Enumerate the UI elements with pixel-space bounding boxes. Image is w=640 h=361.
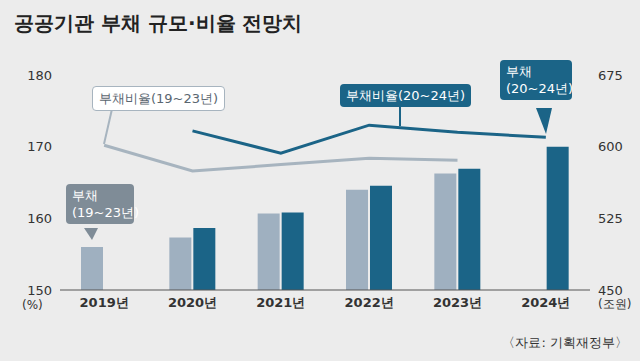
svg-text:170: 170 [27, 139, 52, 154]
svg-text:2020년: 2020년 [168, 295, 217, 310]
html-text:(19~23년): (19~23년) [72, 205, 140, 220]
svg-text:2023년: 2023년 [433, 295, 482, 310]
svg-text:525: 525 [598, 211, 623, 226]
svg-text:2019년: 2019년 [80, 295, 129, 310]
svg-text:2024년: 2024년 [521, 295, 570, 310]
svg-text:150: 150 [27, 283, 52, 298]
html-text:부채비율(20~24년): 부채비율(20~24년) [346, 88, 466, 103]
html-text:(조원): (조원) [598, 297, 632, 311]
html-text:부채: 부채 [506, 64, 532, 79]
html-text:공공기관 부채 규모·비율 전망치: 공공기관 부채 규모·비율 전망치 [14, 11, 303, 35]
svg-text:450: 450 [598, 283, 623, 298]
svg-text:675: 675 [598, 68, 623, 83]
html-text:부채비율(19~23년): 부채비율(19~23년) [99, 91, 219, 106]
html-text:부채: 부채 [72, 188, 98, 203]
svg-text:2021년: 2021년 [256, 295, 305, 310]
svg-text:600: 600 [598, 139, 623, 154]
svg-text:160: 160 [27, 211, 52, 226]
svg-text:180: 180 [27, 68, 52, 83]
svg-text:2022년: 2022년 [345, 295, 394, 310]
html-text:(20~24년): (20~24년) [506, 81, 574, 96]
html-text:〈자료: 기획재정부〉: 〈자료: 기획재정부〉 [502, 335, 628, 350]
